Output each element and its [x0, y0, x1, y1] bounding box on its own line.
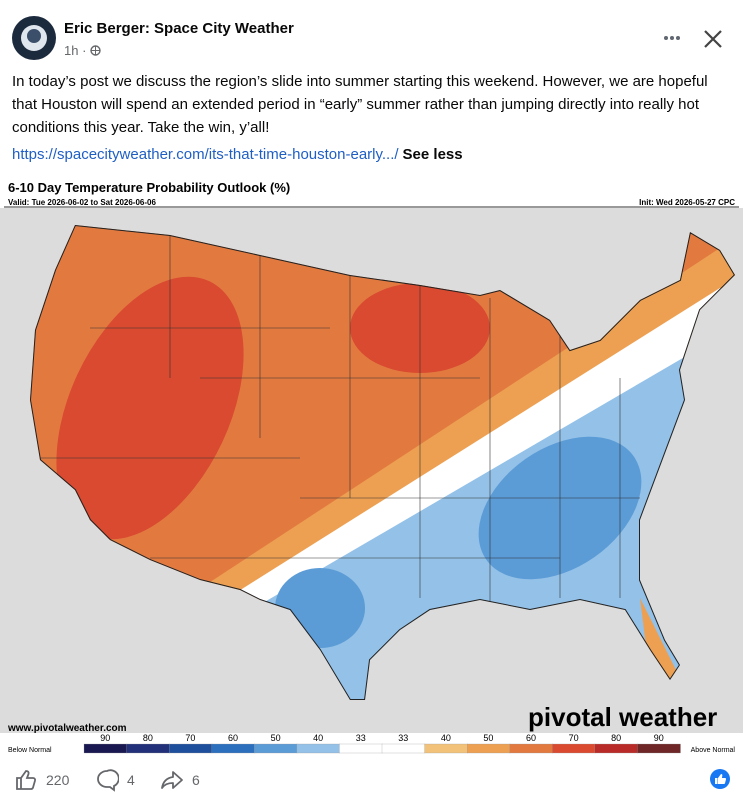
legend-swatch [296, 743, 341, 754]
legend-swatch [509, 743, 553, 754]
legend-label: 40 [441, 733, 451, 743]
legend-label: 70 [185, 733, 195, 743]
logo: pivotal weather [528, 702, 717, 732]
author-name[interactable]: Eric Berger: Space City Weather [64, 20, 294, 37]
legend-label: 33 [356, 733, 366, 743]
map-header [0, 178, 743, 208]
legend-below: Below Normal [8, 747, 52, 754]
us-outline [30, 225, 735, 700]
map-image[interactable]: 6-10 Day Temperature Probability Outlook… [0, 178, 743, 762]
legend-swatch [594, 743, 639, 754]
legend-label: 50 [271, 733, 281, 743]
legend-label: 33 [398, 733, 408, 743]
like-icon[interactable] [14, 768, 38, 792]
legend-swatch [83, 743, 128, 754]
globe-icon [90, 45, 101, 56]
legend-label: 60 [228, 733, 238, 743]
legend-swatch [339, 743, 383, 754]
legend-swatch [637, 743, 681, 754]
comment-icon[interactable] [95, 768, 119, 792]
reaction-badge[interactable] [710, 769, 730, 789]
post-link[interactable]: https://spacecityweather.com/its-that-ti… [12, 146, 399, 163]
legend-swatch [466, 743, 511, 754]
legend-label: 70 [569, 733, 579, 743]
color-legend: Below Normal Above Normal 90 80 70 60 50 40 33… [8, 733, 735, 754]
reaction-bar: 220 4 6 [0, 762, 743, 801]
legend-label: 40 [313, 733, 323, 743]
map-source: www.pivotalweather.com [7, 723, 127, 734]
post-text: In today’s post we discuss the region’s … [12, 73, 708, 136]
legend-label: 80 [611, 733, 621, 743]
map-title: 6-10 Day Temperature Probability Outlook… [8, 180, 290, 195]
comment-count[interactable]: 4 [127, 772, 135, 788]
legend-swatch [552, 743, 596, 754]
post-time: 1h · [64, 43, 101, 58]
legend-swatch [424, 743, 468, 754]
share-count[interactable]: 6 [192, 772, 200, 788]
legend-swatch [168, 743, 213, 754]
see-less[interactable]: See less [402, 146, 463, 163]
link-row: https://spacecityweather.com/its-that-ti… [12, 146, 463, 163]
legend-swatch [381, 743, 426, 754]
legend-above: Above Normal [691, 747, 736, 754]
legend-swatch [126, 743, 170, 754]
legend-label: 90 [654, 733, 664, 743]
map-valid: Valid: Tue 2026-06-02 to Sat 2026-06-06 [8, 198, 156, 207]
more-button[interactable] [660, 28, 688, 48]
legend-label: 50 [483, 733, 493, 743]
legend-label: 80 [143, 733, 153, 743]
like-count[interactable]: 220 [46, 772, 70, 788]
legend-label: 90 [100, 733, 110, 743]
legend-swatch [211, 743, 255, 754]
avatar[interactable] [12, 16, 56, 60]
legend-swatch [254, 743, 298, 754]
close-button[interactable] [702, 28, 724, 50]
legend-label: 60 [526, 733, 536, 743]
share-icon[interactable] [160, 768, 184, 792]
time[interactable]: 1h [64, 43, 79, 58]
map-init: Init: Wed 2026-05-27 CPC [639, 198, 735, 207]
